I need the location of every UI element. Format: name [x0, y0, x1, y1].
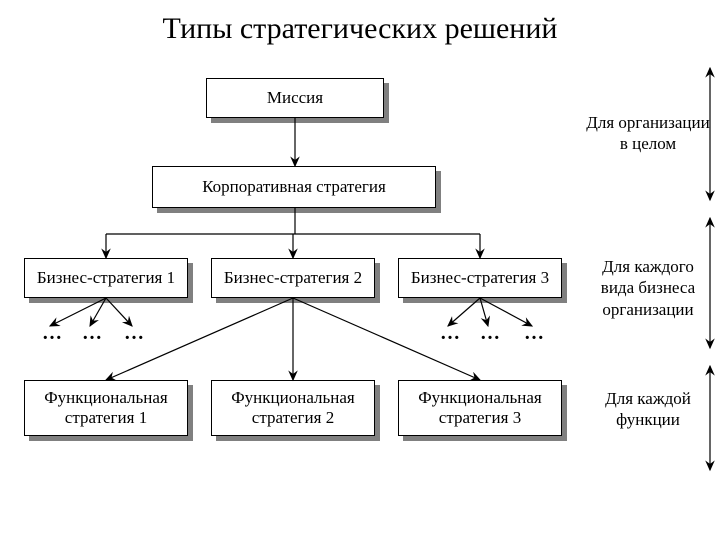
biz2-box: Бизнес-стратегия 2: [211, 258, 375, 298]
func3-box: Функциональная стратегия 3: [398, 380, 562, 436]
corporate-box: Корпоративная стратегия: [152, 166, 436, 208]
mission-box: Миссия: [206, 78, 384, 118]
annotation-a1: Для организациив целом: [578, 112, 718, 155]
func1-box: Функциональная стратегия 1: [24, 380, 188, 436]
page-title: Типы стратегических решений: [0, 12, 720, 46]
annotation-a3: Для каждойфункции: [578, 388, 718, 431]
biz1-box: Бизнес-стратегия 1: [24, 258, 188, 298]
ellipsis-1-2: …: [524, 322, 546, 345]
ellipsis-1-1: …: [480, 322, 502, 345]
ellipsis-0-2: …: [124, 322, 146, 345]
func2-box: Функциональная стратегия 2: [211, 380, 375, 436]
ellipsis-0-0: …: [42, 322, 64, 345]
annotation-a2: Для каждоговида бизнесаорганизации: [578, 256, 718, 320]
ellipsis-1-0: …: [440, 322, 462, 345]
ellipsis-0-1: …: [82, 322, 104, 345]
biz3-box: Бизнес-стратегия 3: [398, 258, 562, 298]
